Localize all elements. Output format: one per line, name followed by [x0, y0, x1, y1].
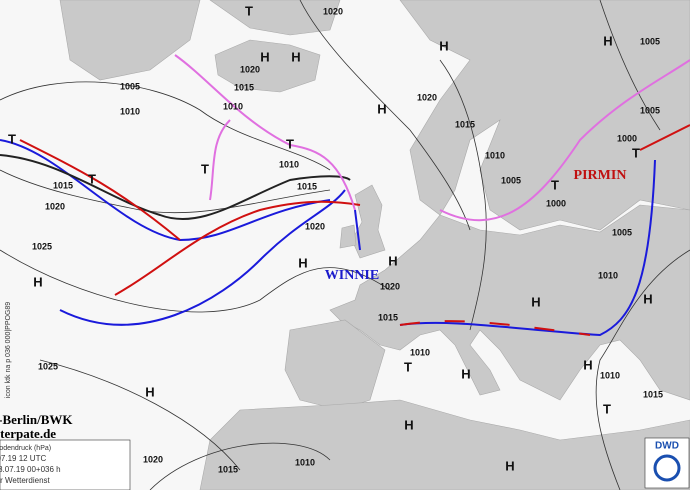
isobar-label: 1005 — [640, 105, 660, 115]
isobar-label: 1005 — [640, 36, 660, 46]
isobar-label: 1015 — [53, 180, 73, 190]
storm-name: WINNIE — [325, 268, 379, 283]
storm-name: PIRMIN — [574, 168, 627, 183]
isobar-label: 1015 — [378, 312, 398, 322]
isobar-label: 1010 — [600, 370, 620, 380]
high-pressure: H — [603, 33, 612, 48]
credit: Namen: FU-Berlin/BWK — [0, 412, 73, 427]
high-pressure: H — [260, 49, 269, 64]
isobar-label: 1020 — [240, 64, 260, 74]
high-pressure: H — [388, 253, 397, 268]
isobar-label: 1010 — [598, 270, 618, 280]
isobar-label: 1020 — [45, 201, 65, 211]
info-text: für: Di 09.07.19 12 UTC — [0, 454, 46, 463]
isobar-label: 1015 — [455, 119, 475, 129]
isobar-label: 1015 — [297, 181, 317, 191]
isobar-label: 1010 — [279, 159, 299, 169]
isobar-label: 1005 — [612, 227, 632, 237]
high-pressure: H — [531, 294, 540, 309]
land — [59, 0, 690, 491]
low-pressure: T — [632, 145, 640, 160]
high-pressure: H — [439, 38, 448, 53]
info-text: © Deutscher Wetterdienst — [0, 476, 51, 485]
low-pressure: T — [551, 177, 559, 192]
side-text: icon ktk na p 036 000|PPOG89 — [5, 302, 12, 398]
isobar-label: 1020 — [380, 281, 400, 291]
isobar-label: 1005 — [120, 81, 140, 91]
low-pressure: T — [88, 171, 96, 186]
low-pressure: T — [286, 136, 294, 151]
low-pressure: T — [603, 401, 611, 416]
isobar-label: 1015 — [218, 464, 238, 474]
isobar-label: 1015 — [234, 82, 254, 92]
high-pressure: H — [33, 274, 42, 289]
fronts — [0, 54, 690, 337]
high-pressure: H — [461, 366, 470, 381]
high-pressure: H — [583, 357, 592, 372]
high-pressure: H — [377, 101, 386, 116]
isobar-label: 1020 — [323, 6, 343, 16]
info-text: Basis: ICON 08.07.19 00+036 h — [0, 465, 61, 474]
isobar-label: 1010 — [120, 106, 140, 116]
isobar-label: 1000 — [617, 133, 637, 143]
isobar-label: 1025 — [32, 241, 52, 251]
isobar-label: 1010 — [485, 150, 505, 160]
low-pressure: T — [201, 161, 209, 176]
high-pressure: H — [404, 417, 413, 432]
low-pressure: T — [404, 359, 412, 374]
isobar-label: 1020 — [143, 454, 163, 464]
info-box — [0, 439, 131, 491]
isobar-label: 1000 — [546, 198, 566, 208]
low-pressure: T — [8, 131, 16, 146]
credit: www.wetterpate.de — [0, 426, 56, 441]
high-pressure: H — [643, 291, 652, 306]
logo: DWD — [655, 441, 679, 452]
high-pressure: H — [291, 49, 300, 64]
isobar-label: 1020 — [305, 221, 325, 231]
high-pressure: H — [298, 255, 307, 270]
isobar-label: 1010 — [223, 101, 243, 111]
isobar-label: 1025 — [38, 361, 58, 371]
info-text: Vorhersage Bodendruck (hPa) — [0, 445, 51, 452]
isobar-label: 1020 — [417, 92, 437, 102]
high-pressure: H — [505, 458, 514, 473]
isobar-label: 1010 — [295, 457, 315, 467]
low-pressure: T — [245, 3, 253, 18]
isobar-label: 1015 — [643, 389, 663, 399]
high-pressure: H — [145, 384, 154, 399]
logo-swirl — [653, 454, 681, 482]
isobar-label: 1005 — [501, 175, 521, 185]
isobar-label: 1010 — [410, 347, 430, 357]
